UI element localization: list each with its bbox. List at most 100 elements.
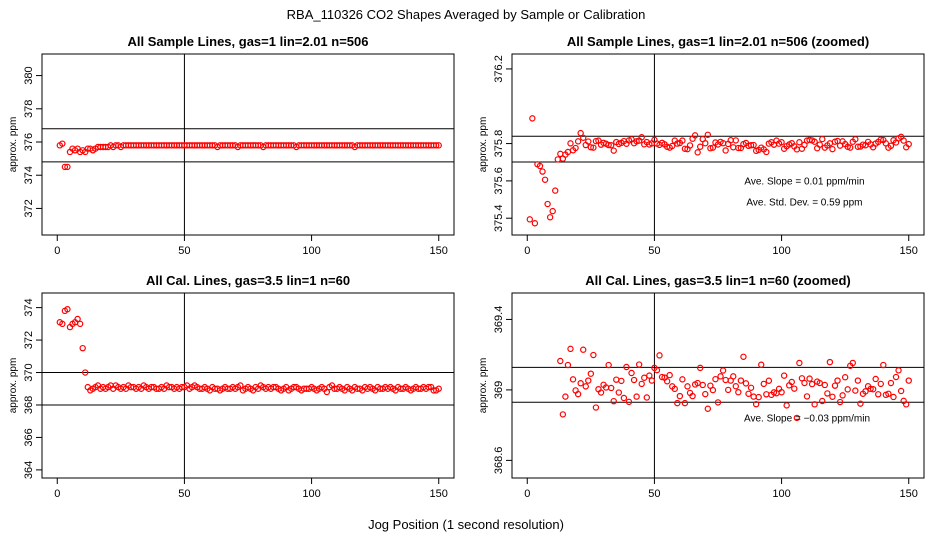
data-point (801, 379, 808, 387)
data-point (546, 214, 554, 221)
y-tick-label: 364 (23, 461, 35, 479)
data-point (847, 144, 854, 151)
y-axis-label: approx. ppm (478, 358, 489, 414)
data-point (824, 390, 831, 397)
data-point (681, 145, 689, 152)
data-point (82, 369, 89, 376)
annotation: Ave. Slope = 0.01 ppm/min (744, 176, 864, 187)
data-point (676, 392, 684, 400)
data-point (869, 386, 877, 393)
x-tick-label: 100 (302, 488, 320, 500)
data-point (740, 353, 747, 360)
data-point (567, 345, 574, 353)
data-point (59, 320, 66, 328)
chart-panel-2: All Sample Lines, gas=1 lin=2.01 n=506 (… (478, 34, 925, 257)
data-point (574, 138, 582, 145)
data-point (544, 200, 551, 208)
data-point (875, 391, 882, 398)
data-point (64, 306, 71, 313)
data-point (829, 393, 836, 400)
data-point (819, 397, 826, 405)
data-point (852, 387, 859, 394)
data-point (674, 399, 681, 407)
x-tick-label: 50 (648, 488, 660, 500)
data-point (854, 377, 862, 384)
y-tick-label: 370 (23, 363, 35, 381)
data-point (536, 162, 544, 170)
data-point (897, 387, 905, 395)
data-point (732, 137, 740, 144)
data-point (872, 375, 879, 383)
data-point (905, 140, 912, 148)
x-tick-label: 50 (178, 245, 190, 257)
chart-title: All Sample Lines, gas=1 lin=2.01 n=506 (… (567, 34, 869, 49)
x-tick-label: 0 (524, 245, 530, 257)
data-point (880, 361, 887, 369)
data-point (658, 373, 666, 381)
data-point (750, 393, 757, 400)
x-tick-label: 100 (772, 488, 790, 500)
data-point (666, 371, 673, 379)
data-point (592, 137, 600, 145)
data-point (788, 378, 795, 386)
data-point (618, 377, 625, 385)
data-point (704, 405, 712, 412)
data-point (806, 375, 813, 382)
x-tick-label: 100 (302, 245, 320, 257)
data-point (793, 414, 801, 422)
panels: All Sample Lines, gas=1 lin=2.01 n=506 0 5… (8, 34, 925, 500)
data-point (569, 376, 577, 383)
data-point (587, 370, 595, 377)
y-tick-label: 375.6 (493, 167, 505, 195)
chart-panel-4: All Cal. Lines, gas=3.5 lin=1 n=60 (zoom… (478, 273, 925, 500)
data-point (719, 367, 727, 374)
chart-panel-1: All Sample Lines, gas=1 lin=2.01 n=506 0 5… (8, 34, 455, 257)
data-point (635, 361, 643, 368)
data-point (796, 139, 803, 146)
x-tick-label: 150 (430, 488, 448, 500)
data-point (585, 138, 592, 145)
data-point (620, 394, 628, 402)
data-point (590, 144, 597, 151)
x-tick-label: 0 (524, 488, 530, 500)
data-point (610, 397, 617, 405)
data-point (836, 398, 844, 406)
data-point (694, 149, 701, 156)
x-tick-label: 0 (54, 245, 60, 257)
data-point (816, 141, 823, 148)
data-point (541, 176, 549, 183)
data-point (549, 207, 556, 215)
data-point (791, 385, 798, 392)
data-point (646, 372, 653, 379)
data-point (580, 346, 587, 353)
data-point (679, 137, 686, 144)
data-point (669, 142, 676, 150)
data-point (905, 377, 912, 384)
data-point (529, 115, 536, 122)
data-point (841, 374, 849, 381)
data-point (552, 187, 559, 194)
data-point (745, 390, 752, 397)
y-tick-label: 380 (23, 66, 35, 84)
data-point (758, 361, 765, 368)
data-point (709, 386, 717, 394)
data-point (628, 369, 635, 377)
data-point (735, 144, 742, 152)
data-point (811, 401, 818, 408)
data-point (821, 381, 829, 389)
data-point (747, 142, 755, 149)
data-point (826, 358, 834, 366)
data-point (582, 383, 589, 390)
data-point (752, 400, 760, 408)
chart-title: All Cal. Lines, gas=3.5 lin=1 n=60 (146, 273, 350, 288)
x-tick-label: 50 (648, 245, 660, 257)
data-point (857, 400, 864, 407)
data-point (526, 216, 534, 223)
data-point (607, 142, 615, 149)
data-point (648, 377, 656, 384)
y-tick-label: 378 (23, 100, 35, 118)
data-point (607, 384, 615, 392)
data-point (839, 392, 846, 399)
data-point (615, 389, 623, 396)
